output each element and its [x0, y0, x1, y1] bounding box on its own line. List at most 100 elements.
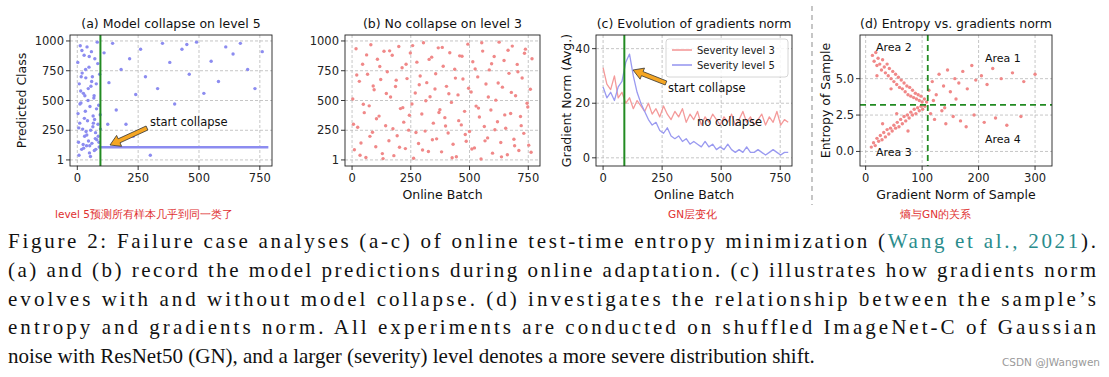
scatter-point	[514, 94, 517, 97]
scatter-point	[494, 98, 497, 101]
x-tick	[780, 166, 781, 170]
scatter-point	[239, 42, 242, 45]
x-tick-label: 750	[769, 171, 791, 185]
x-tick	[721, 166, 722, 170]
grid-line	[345, 70, 540, 71]
scatter-point	[404, 147, 407, 150]
scatter-point	[82, 146, 85, 149]
scatter-point	[923, 97, 926, 100]
caption-text: evolves with and without model collapse.…	[8, 287, 1096, 311]
scatter-point	[86, 119, 89, 122]
scatter-point	[398, 145, 401, 148]
scatter-point	[364, 156, 367, 159]
scatter-point	[450, 101, 453, 104]
scatter-point	[76, 61, 79, 64]
scatter-point	[391, 127, 394, 130]
scatter-point	[502, 59, 505, 62]
scatter-point	[446, 131, 449, 134]
scatter-point	[895, 112, 898, 115]
annotation: start collapse	[668, 81, 746, 95]
scatter-point	[362, 103, 365, 106]
y-tick	[341, 70, 345, 71]
annotation-arrow	[110, 126, 148, 146]
scatter-point	[80, 71, 83, 74]
scatter-point	[911, 113, 914, 116]
scatter-point	[88, 144, 91, 147]
scatter-point	[92, 121, 95, 124]
scatter-point	[456, 93, 459, 96]
scatter-point	[480, 41, 483, 44]
scatter-point	[85, 144, 88, 147]
scatter-point	[432, 121, 435, 124]
scatter-point	[395, 78, 398, 81]
scatter-point	[483, 125, 486, 128]
scatter-point	[188, 73, 191, 76]
x-axis-label: Online Batch	[654, 187, 734, 202]
scatter-point	[96, 123, 99, 126]
scatter-point	[209, 60, 212, 63]
scatter-point	[902, 115, 905, 118]
scatter-point	[368, 135, 371, 138]
scatter-point	[506, 49, 509, 52]
legend-swatch	[672, 64, 692, 66]
scatter-point	[908, 86, 911, 89]
scatter-point	[185, 43, 188, 46]
scatter-point	[428, 95, 431, 98]
scatter-point	[84, 68, 87, 71]
scatter-point	[91, 114, 94, 117]
chart-title: (a) Model collapse on level 5	[81, 16, 260, 31]
scatter-point	[879, 134, 882, 137]
scatter-point	[79, 75, 82, 78]
y-tick-label: 250	[42, 123, 64, 137]
scatter-point	[526, 105, 529, 108]
scatter-point	[84, 76, 87, 79]
scatter-point	[391, 54, 394, 57]
scatter-point	[880, 138, 883, 141]
scatter-point	[496, 120, 499, 123]
annotation: start collapse	[150, 115, 228, 129]
y-tick	[66, 100, 70, 101]
scatter-point	[77, 154, 80, 157]
scatter-point	[444, 124, 447, 127]
legend-entry: Severity level 3	[697, 45, 775, 56]
scatter-point	[384, 124, 387, 127]
scatter-point	[89, 129, 92, 132]
grid-line	[860, 115, 1052, 116]
scatter-point	[896, 121, 899, 124]
scatter-point	[949, 90, 952, 93]
scatter-point	[401, 106, 404, 109]
scatter-point	[900, 78, 903, 81]
reference-line	[860, 104, 1052, 106]
scatter-point	[102, 51, 105, 54]
scatter-point	[937, 73, 940, 76]
scatter-point	[1011, 71, 1014, 74]
scatter-point	[478, 115, 481, 118]
caption-line: (a) and (b) record the model predictions…	[8, 258, 1096, 282]
grid-line	[469, 35, 470, 166]
scatter-point	[954, 97, 957, 100]
scatter-point	[224, 45, 227, 48]
y-tick	[592, 157, 596, 158]
x-tick	[662, 166, 663, 170]
scatter-point	[1033, 73, 1036, 76]
y-tick-label: 750	[42, 64, 64, 78]
y-tick-label: 500	[42, 94, 64, 108]
scatter-point	[904, 119, 907, 122]
scatter-point	[371, 84, 374, 87]
x-tick	[138, 166, 139, 170]
scatter-point	[479, 157, 482, 160]
scatter-point	[470, 147, 473, 150]
scatter-point	[899, 118, 902, 121]
scatter-point	[407, 128, 410, 131]
scatter-point	[994, 116, 997, 119]
scatter-point	[87, 65, 90, 68]
x-tick-label: 0	[74, 171, 81, 185]
scatter-point	[527, 143, 530, 146]
scatter-point	[476, 75, 479, 78]
grid-line	[345, 159, 540, 160]
scatter-point	[81, 127, 84, 130]
reference-line	[623, 35, 625, 166]
x-tick-label: 250	[127, 171, 149, 185]
scatter-point	[943, 106, 946, 109]
scatter-point	[523, 52, 526, 55]
